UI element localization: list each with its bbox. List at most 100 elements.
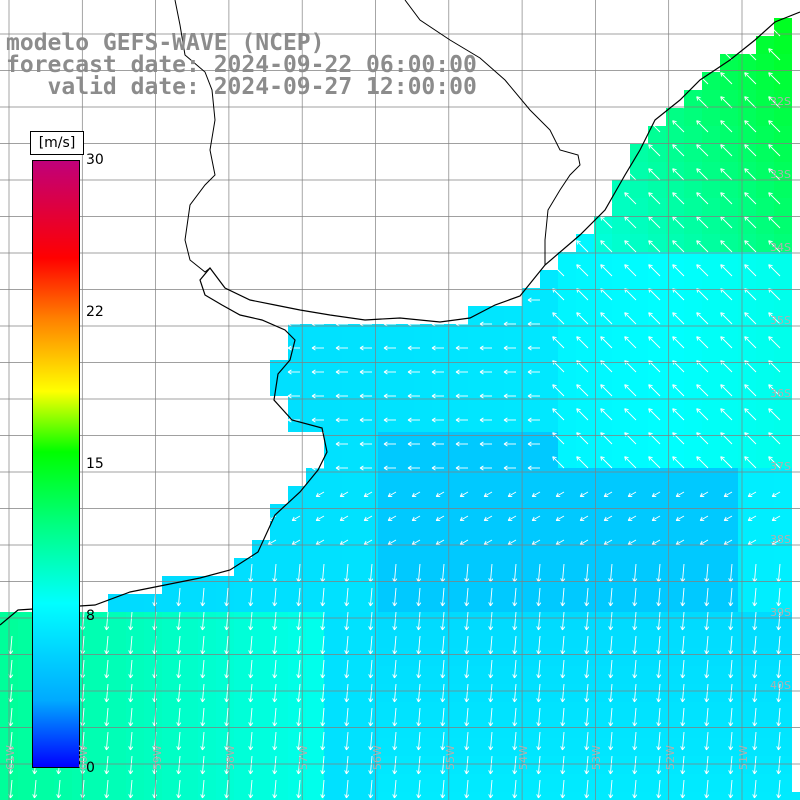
- wind-cell: [540, 378, 558, 396]
- wind-cell: [306, 378, 324, 396]
- wind-cell: [342, 504, 360, 522]
- wind-cell: [468, 648, 486, 666]
- wind-arrow: [291, 515, 301, 522]
- wind-cell: [288, 756, 306, 774]
- wind-cell: [162, 738, 180, 756]
- wind-cell: [684, 702, 702, 720]
- wind-cell: [432, 450, 450, 468]
- wind-cell: [468, 720, 486, 738]
- wind-cell: [486, 630, 504, 648]
- wind-arrow: [728, 755, 734, 775]
- wind-cell: [234, 558, 252, 576]
- wind-arrow: [771, 491, 781, 498]
- wind-arrow: [560, 635, 566, 655]
- wind-cell: [414, 774, 432, 792]
- wind-cell: [90, 630, 108, 648]
- wind-cell: [738, 144, 756, 162]
- wind-cell: [90, 756, 108, 774]
- wind-cell: [612, 558, 630, 576]
- wind-cell: [702, 378, 720, 396]
- wind-cell: [468, 396, 486, 414]
- wind-cell: [234, 684, 252, 702]
- wind-cell: [576, 504, 594, 522]
- wind-cell: [540, 684, 558, 702]
- wind-cell: [198, 630, 216, 648]
- wind-arrow: [536, 683, 542, 703]
- wind-arrow: [392, 779, 398, 799]
- wind-cell: [36, 774, 54, 792]
- wind-cell: [558, 450, 576, 468]
- wind-cell: [648, 684, 666, 702]
- wind-arrow: [128, 779, 134, 799]
- wind-cell: [684, 648, 702, 666]
- wind-cell: [684, 612, 702, 630]
- wind-arrow: [699, 539, 709, 546]
- wind-cell: [702, 144, 720, 162]
- wind-cell: [522, 324, 540, 342]
- wind-cell: [630, 450, 648, 468]
- wind-arrow: [503, 465, 516, 471]
- wind-arrow: [440, 731, 446, 751]
- wind-cell: [720, 126, 738, 144]
- wind-arrow: [311, 345, 324, 351]
- wind-cell: [594, 504, 612, 522]
- wind-arrow: [383, 345, 396, 351]
- wind-cell: [612, 270, 630, 288]
- wind-cell: [18, 648, 36, 666]
- wind-cell: [738, 540, 756, 558]
- wind-arrow: [464, 707, 470, 727]
- wind-cell: [702, 702, 720, 720]
- wind-cell: [342, 342, 360, 360]
- wind-arrow: [479, 369, 492, 375]
- wind-cell: [648, 576, 666, 594]
- wind-arrow: [224, 779, 230, 799]
- wind-arrow: [728, 779, 734, 799]
- wind-cell: [684, 486, 702, 504]
- wind-arrow: [416, 683, 422, 703]
- wind-cell: [522, 378, 540, 396]
- wind-arrow: [651, 515, 661, 522]
- wind-cell: [594, 432, 612, 450]
- wind-arrow: [728, 635, 734, 655]
- wind-cell: [540, 612, 558, 630]
- wind-cell: [630, 234, 648, 252]
- wind-arrow: [720, 120, 733, 133]
- wind-arrow: [744, 144, 757, 157]
- wind-arrow: [728, 707, 734, 727]
- wind-cell: [720, 378, 738, 396]
- wind-cell: [774, 162, 792, 180]
- wind-arrow: [272, 731, 278, 751]
- wind-cell: [612, 414, 630, 432]
- wind-arrow: [651, 539, 661, 546]
- wind-cell: [216, 720, 234, 738]
- wind-cell: [612, 378, 630, 396]
- wind-cell: [648, 648, 666, 666]
- wind-arrow: [416, 659, 422, 679]
- wind-cell: [558, 252, 576, 270]
- wind-arrow: [608, 659, 614, 679]
- wind-arrow: [344, 683, 350, 703]
- wind-cell: [468, 774, 486, 792]
- wind-arrow: [627, 515, 637, 522]
- wind-cell: [324, 648, 342, 666]
- wind-arrow: [672, 192, 685, 205]
- wind-arrow: [728, 683, 734, 703]
- wind-arrow: [768, 120, 781, 133]
- wind-cell: [648, 162, 666, 180]
- wind-cell: [180, 630, 198, 648]
- wind-cell: [612, 198, 630, 216]
- wind-cell: [630, 216, 648, 234]
- wind-cell: [756, 594, 774, 612]
- wind-cell: [108, 666, 126, 684]
- wind-cell: [540, 270, 558, 288]
- wind-arrow: [387, 491, 397, 498]
- wind-cell: [126, 792, 144, 800]
- wind-arrow: [512, 659, 518, 679]
- wind-cell: [468, 738, 486, 756]
- wind-cell: [360, 342, 378, 360]
- wind-cell: [522, 306, 540, 324]
- wind-cell: [270, 594, 288, 612]
- wind-arrow: [768, 408, 781, 421]
- wind-cell: [594, 738, 612, 756]
- wind-arrow: [296, 731, 302, 751]
